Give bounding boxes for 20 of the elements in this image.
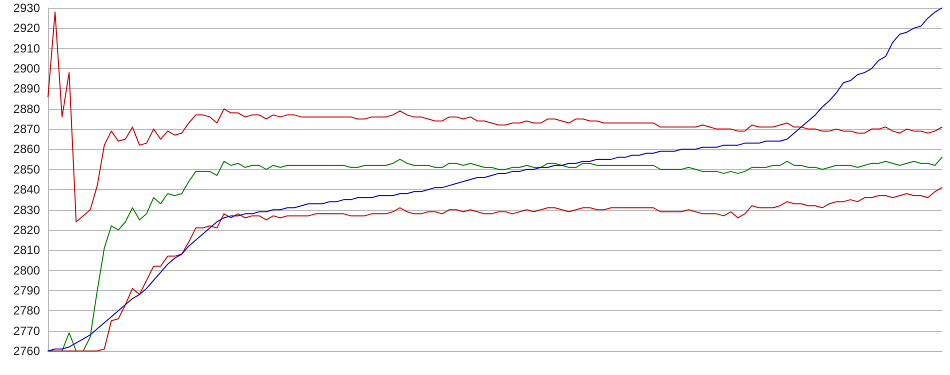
y-tick-label: 2860 xyxy=(13,142,40,156)
y-tick-label: 2800 xyxy=(13,263,40,278)
y-tick-label: 2770 xyxy=(13,324,40,338)
y-tick-label: 2790 xyxy=(13,283,40,298)
y-tick-label: 2880 xyxy=(13,102,40,116)
y-tick-label: 2910 xyxy=(13,41,40,56)
y-tick-label: 2820 xyxy=(13,222,40,237)
y-tick-label: 2760 xyxy=(13,344,40,358)
y-tick-label: 2920 xyxy=(13,21,40,36)
y-tick-label: 2830 xyxy=(13,202,40,217)
y-tick-label: 2840 xyxy=(13,182,40,197)
line-series xyxy=(48,8,942,352)
y-tick-label: 2850 xyxy=(13,162,40,176)
y-tick-label: 2900 xyxy=(13,62,40,76)
y-tick-label: 2780 xyxy=(13,304,40,318)
y-tick-label: 2810 xyxy=(13,243,40,258)
y-tick-label: 2890 xyxy=(13,82,40,96)
y-tick-label: 2870 xyxy=(13,122,40,136)
y-tick-label: 2930 xyxy=(13,1,40,15)
line-series xyxy=(48,12,942,222)
